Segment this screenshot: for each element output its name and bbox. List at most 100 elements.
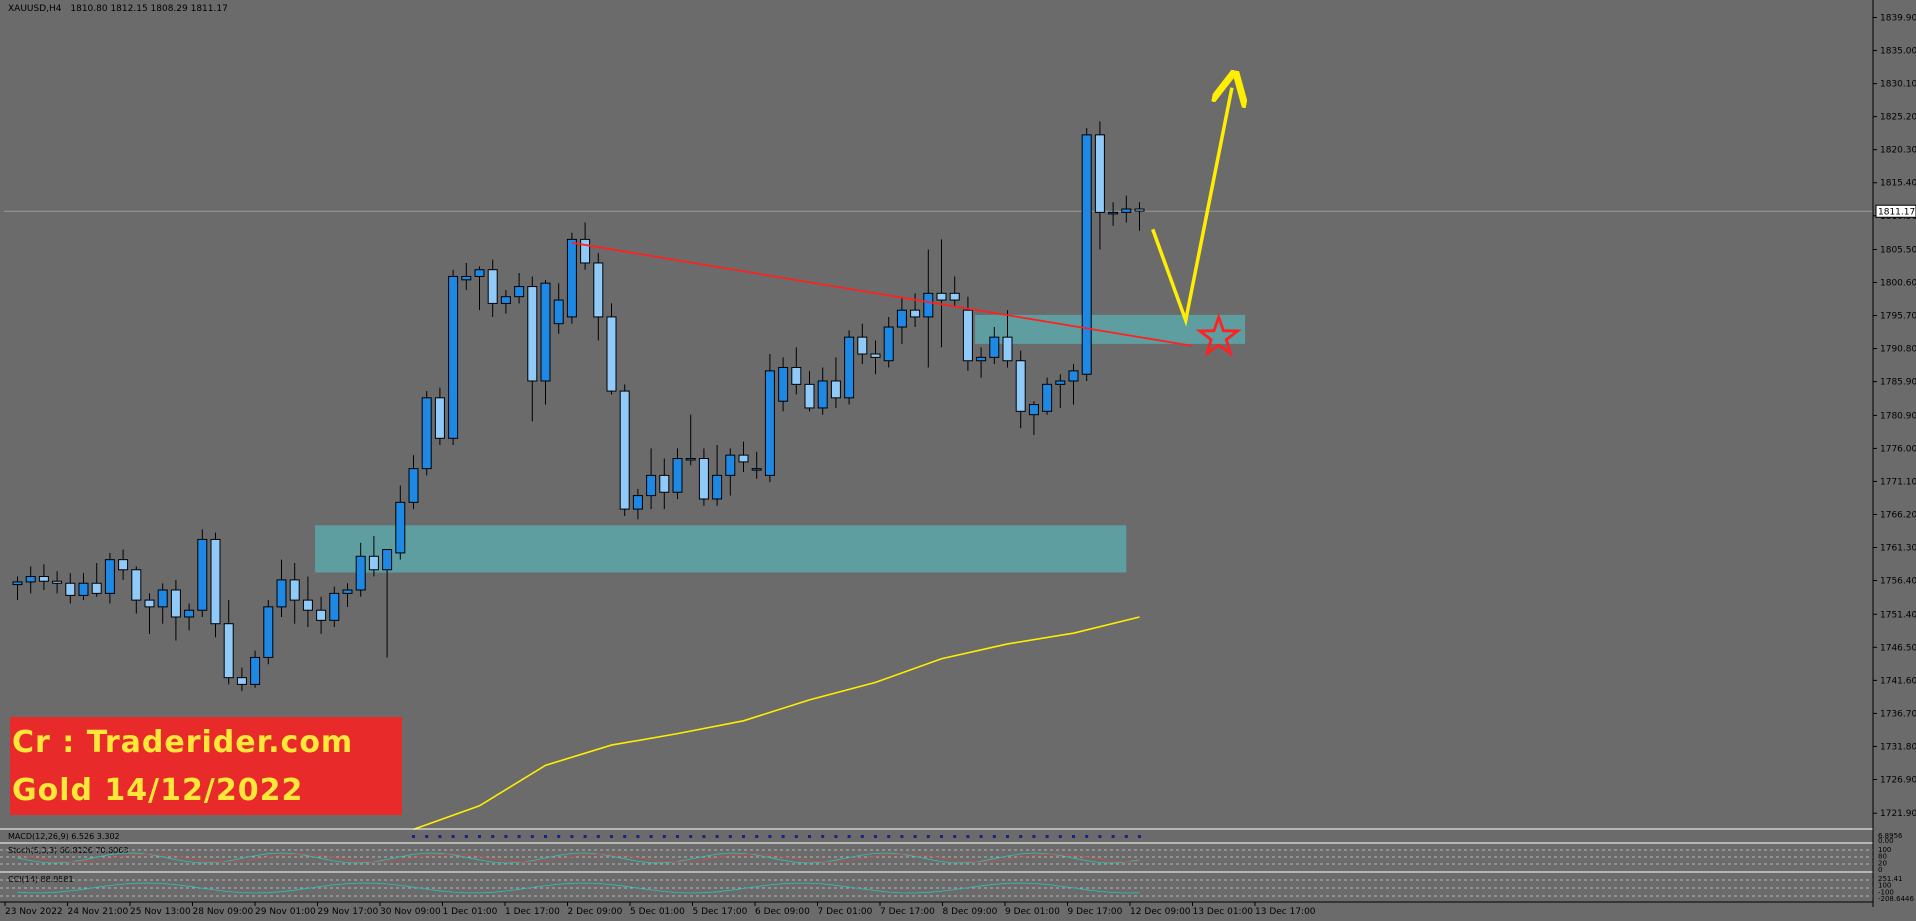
candle-body [738,454,749,463]
macd-histogram-bar [1045,835,1049,838]
candle-body [448,275,459,439]
candle-body [725,454,736,476]
time-tick-label: 8 Dec 09:00 [943,907,998,917]
candle-body [434,397,445,439]
time-tick-label: 9 Dec 01:00 [1005,907,1060,917]
cci-pane-label: CCI(14) 88.9581 [8,875,74,884]
macd-histogram-bar [913,835,917,838]
candle-body [817,380,828,409]
macd-histogram-bar [808,835,811,838]
candle-body [368,555,379,571]
candle-body [461,275,472,281]
macd-histogram-bar [1098,835,1102,838]
macd-histogram-bar [979,835,983,838]
banner-line-1: Cr : Traderider.com [12,725,354,760]
candle-body [514,286,525,298]
candle-body [791,366,802,385]
macd-histogram-bar [1006,835,1009,838]
macd-histogram-bar [596,835,600,838]
macd-histogram-bar [478,835,481,838]
macd-histogram-bar [1032,835,1036,838]
time-tick-label: 7 Dec 17:00 [880,907,935,917]
candle-body [685,458,696,461]
candle-body [91,582,102,594]
candle-body [1015,360,1026,412]
price-tick-label: 1825.20 [1880,113,1916,123]
macd-histogram-bar [874,835,877,838]
candle-body [250,656,261,685]
time-tick-label: 13 Dec 01:00 [1193,907,1254,917]
candle-body [223,623,234,679]
price-tick-label: 1815.40 [1880,179,1916,189]
zone-layer [315,314,1246,573]
cci-scale-label: -208.6446 [1878,895,1914,903]
candle-body [421,397,432,470]
price-tick-label: 1839.90 [1880,14,1916,24]
candle-body [52,580,63,584]
projection-arrow [1151,88,1232,327]
candle-body [1134,208,1145,212]
candle-body [910,309,921,318]
time-tick-label: 7 Dec 01:00 [818,907,873,917]
macd-histogram-bar [900,835,904,838]
stoch-scale-label: 0 [1878,866,1882,874]
macd-histogram-bar [755,835,759,838]
candle-body [804,383,815,409]
candle-body [236,677,247,685]
candle-body [1121,208,1132,213]
stoch-scale-label: 100 [1878,846,1891,854]
moving-average-line [413,616,1140,831]
macd-histogram-bar [768,835,772,838]
price-tick-label: 1721.90 [1880,809,1916,819]
support-zone-2 [975,314,1246,344]
candle-layer [12,121,1145,692]
macd-histogram-bar [491,835,495,838]
stoch-scale-label: 20 [1878,859,1887,867]
cci-line [17,882,1140,894]
price-tick-label: 1780.90 [1880,411,1916,421]
candle-body [566,238,577,318]
macd-histogram-bar [530,835,534,838]
candle-body [25,576,36,583]
price-tick-label: 1830.10 [1880,80,1916,90]
time-tick-label: 23 Nov 2022 [5,907,63,917]
macd-histogram-bar [781,835,785,838]
candle-body [923,292,934,318]
macd-histogram-bar [1111,835,1115,838]
ma-layer [413,616,1140,831]
price-tick-label: 1800.60 [1880,279,1916,289]
support-zone-1 [315,525,1127,573]
macd-pane-label: MACD(12,26,9) 6.526 3.302 [8,832,120,841]
time-tick-label: 6 Dec 09:00 [755,907,810,917]
macd-histogram-bar [702,835,706,838]
candle-body [329,592,340,621]
candle-body [184,609,195,618]
candle-body [883,326,894,362]
candle-body [949,292,960,301]
candle-body [527,286,538,382]
price-tick-label: 1790.80 [1880,345,1916,355]
price-tick-label: 1736.70 [1880,709,1916,719]
candle-body [606,316,617,392]
candle-body [1055,380,1066,385]
candle-body [1081,134,1092,375]
symbol-label: XAUUSD,H4 [8,4,62,14]
overlay-layer [571,88,1238,357]
candle-body [474,269,485,277]
candle-body [12,581,23,586]
candle-body [342,589,353,594]
banner-line-2: Gold 14/12/2022 [12,773,304,808]
candle-body [1028,404,1039,416]
price-tick-label: 1726.90 [1880,775,1916,785]
candle-body [632,495,643,510]
macd-histogram-bar [715,835,719,838]
macd-histogram-bar [926,835,930,838]
cci-scale-label: 100 [1878,882,1891,890]
price-tick-label: 1795.70 [1880,312,1916,322]
candle-body [962,309,973,362]
macd-histogram-bar [794,835,798,838]
price-tick-label: 1835.00 [1880,47,1916,57]
time-tick-label: 28 Nov 09:00 [193,907,254,917]
cci-scale-label: -100 [1878,888,1894,896]
